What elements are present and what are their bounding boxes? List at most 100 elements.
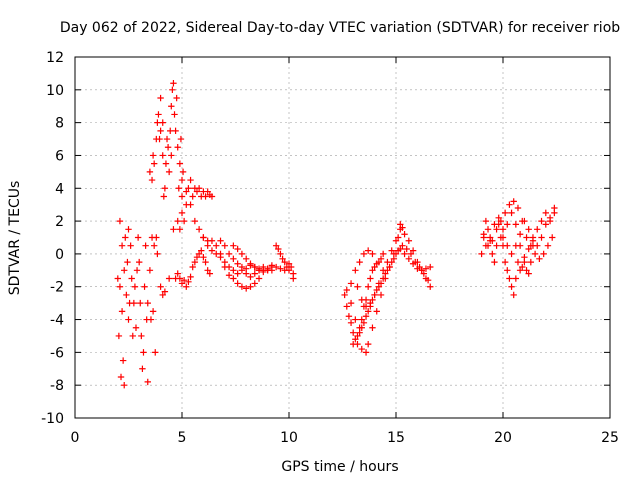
data-point [345,313,353,320]
data-point [405,237,413,244]
data-point [154,119,161,126]
data-point [251,280,258,287]
data-point [414,265,421,272]
data-point [174,217,181,225]
data-point [350,329,357,336]
data-point [397,221,404,228]
data-point [234,260,241,267]
data-point [489,237,496,244]
data-point [352,267,359,274]
data-point [191,217,199,225]
data-point [275,245,282,253]
data-point [159,119,166,126]
data-point [161,288,169,295]
data-point [367,275,374,282]
data-point [504,267,511,274]
data-point [178,209,186,217]
data-point [225,250,233,258]
data-point [247,273,254,281]
data-point [521,253,528,261]
x-axis-label: GPS time / hours [281,459,398,475]
data-point [183,188,190,195]
data-point [217,237,224,244]
data-point [506,201,513,208]
data-point [251,263,258,271]
data-point [347,319,355,327]
data-point [354,283,361,290]
data-point [371,263,378,271]
data-point [364,308,372,315]
data-point [536,255,543,263]
data-point [206,270,214,277]
data-point [382,275,389,282]
y-tick-label: -8 [50,378,64,394]
data-point [512,221,520,228]
x-tick-label: 10 [280,430,298,446]
y-tick-label: 10 [46,83,64,99]
data-point [272,242,280,249]
data-point [508,250,515,258]
data-point [525,245,532,253]
data-point [540,250,547,258]
data-point [195,185,203,192]
data-point [230,267,237,274]
data-point [221,242,228,249]
data-point [388,258,395,266]
data-point [480,234,487,241]
data-point [255,275,263,282]
data-point [281,258,288,266]
data-point [367,303,374,310]
data-point [356,258,363,266]
data-point [168,103,175,110]
data-point [234,280,241,287]
data-point [125,316,132,323]
data-point [551,209,558,217]
data-point [165,275,173,282]
data-point [364,340,372,348]
data-point [375,258,383,266]
data-point [149,308,157,315]
data-point [392,237,400,244]
data-point [243,265,250,272]
data-point [144,378,151,386]
data-point [202,193,209,200]
data-point [542,209,549,217]
data-point [512,275,520,282]
data-point [154,250,161,258]
data-point [176,160,184,167]
data-point [129,332,136,340]
data-point [523,267,530,274]
data-point [178,176,186,184]
data-point [247,260,254,267]
data-point [238,263,246,271]
data-point [160,193,168,200]
data-point [285,260,293,267]
data-point [358,316,365,323]
data-point [187,201,194,208]
data-point [157,127,164,135]
data-point [390,250,398,258]
data-point [133,267,141,274]
data-point [195,250,203,258]
data-point [137,299,144,307]
data-point [499,226,507,233]
y-tick-label: 4 [55,181,64,197]
data-point [180,217,188,225]
data-point [484,226,492,233]
data-point [164,144,172,151]
data-point [501,209,509,217]
data-point [401,250,408,258]
data-point [427,263,434,271]
data-point [394,234,402,241]
data-point [377,291,385,299]
data-point [521,217,528,225]
data-point [115,332,123,340]
data-point [152,349,159,356]
y-tick-label: 2 [55,214,64,230]
data-point [360,250,368,258]
data-point [176,226,184,233]
data-point [341,291,348,299]
data-point [525,226,532,233]
data-point [146,168,154,176]
